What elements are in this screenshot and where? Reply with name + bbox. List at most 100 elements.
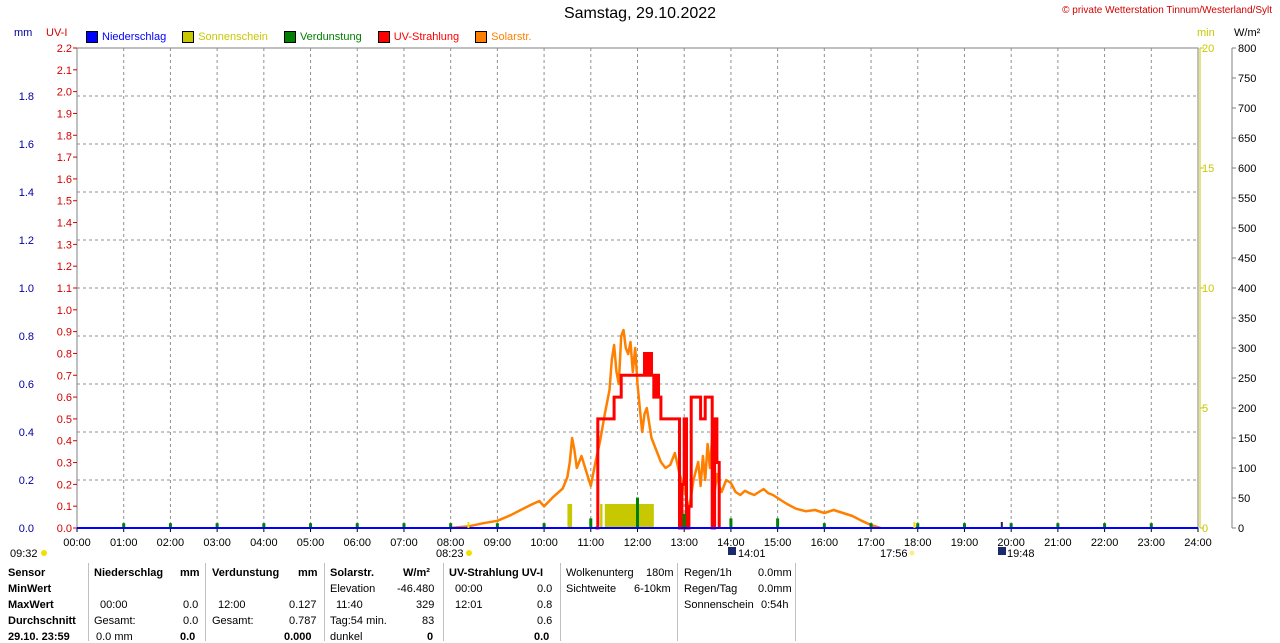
page-title: Samstag, 29.10.2022 <box>563 5 717 22</box>
visibility-label: Sichtweite <box>566 583 617 595</box>
uv-tick-label: 0.3 <box>57 458 72 470</box>
evaporation-bar <box>122 523 126 528</box>
row-label-max: MaxWert <box>8 599 54 611</box>
wm2-tick-label: 800 <box>1238 43 1256 55</box>
legend-label-uv: UV-Strahlung <box>393 31 460 43</box>
verdunstung-max-value: 0.127 <box>289 599 317 611</box>
sunshine-value: 0:54h <box>761 599 789 611</box>
unit-wm2: W/m² <box>1234 27 1261 39</box>
sunset-time: 17:56 <box>880 548 908 560</box>
uv-tick-label: 1.6 <box>57 174 72 186</box>
legend-label-rain: Niederschlag <box>102 31 167 43</box>
uv-tick-label: 0.4 <box>57 436 72 448</box>
uv-max-value: 0.8 <box>537 599 553 611</box>
uv-tick-label: 0.2 <box>57 479 72 491</box>
sunrise-time: 08:23 <box>436 548 464 560</box>
legend-label-evaporation: Verdunstung <box>299 31 362 43</box>
moonset-time: 19:48 <box>1007 548 1035 560</box>
mm-tick-label: 0.4 <box>19 427 34 439</box>
verdunstung-total-value: 0.787 <box>289 615 317 627</box>
uv-tick-label: 2.2 <box>57 43 72 55</box>
wm2-tick-label: 0 <box>1238 523 1244 535</box>
uv-tick-label: 0.1 <box>57 501 72 513</box>
x-tick-label: 21:00 <box>1044 537 1072 549</box>
wm2-tick-label: 500 <box>1238 223 1256 235</box>
uv-tick-label: 0.9 <box>57 327 72 339</box>
rain-1h-label: Regen/1h <box>684 567 732 579</box>
evaporation-bar <box>309 523 313 528</box>
solar-max-time: 11:40 <box>336 599 363 611</box>
sunset-icon <box>909 550 915 556</box>
verdunstung-unit: mm <box>298 567 318 579</box>
rain-1h-value: 0.0mm <box>758 567 792 579</box>
time-marker-left: 09:32 <box>10 548 38 560</box>
niederschlag-unit: mm <box>180 567 200 579</box>
uv-tick-label: 1.7 <box>57 152 72 164</box>
x-tick-label: 11:00 <box>577 537 604 549</box>
uv-series-line <box>595 352 721 530</box>
niederschlag-max-value: 0.0 <box>183 599 199 611</box>
evaporation-bar <box>1056 523 1060 528</box>
x-tick-label: 08:00 <box>437 537 465 549</box>
row-label-current: 29.10. 23:59 <box>8 631 70 643</box>
x-tick-label: 19:00 <box>951 537 979 549</box>
mm-tick-label: 1.4 <box>19 187 34 199</box>
uv-min-value: 0.0 <box>537 583 553 595</box>
sunshine-label: Sonnenschein <box>684 599 754 611</box>
sunshine-bar <box>604 504 654 528</box>
wm2-tick-label: 150 <box>1238 433 1256 445</box>
unit-uv: UV-I <box>46 27 68 39</box>
x-tick-label: 05:00 <box>297 537 325 549</box>
sunshine-bar <box>567 504 573 528</box>
evaporation-bar <box>589 518 593 528</box>
evaporation-bar <box>495 523 499 528</box>
unit-mm: mm <box>14 27 33 39</box>
x-tick-label: 23:00 <box>1138 537 1166 549</box>
mm-tick-label: 1.8 <box>19 91 34 103</box>
evaporation-bar <box>402 523 406 528</box>
unit-min: min <box>1197 27 1215 39</box>
wm2-tick-label: 350 <box>1238 313 1256 325</box>
cloud-base-value: 180m <box>646 567 674 579</box>
uv-header: UV-Strahlung UV-I <box>449 567 544 579</box>
wm2-tick-label: 100 <box>1238 463 1256 475</box>
uv-avg-value: 0.6 <box>537 615 553 627</box>
moonset-icon <box>998 547 1006 555</box>
niederschlag-total-value: 0.0 <box>183 615 199 627</box>
wm2-tick-label: 450 <box>1238 253 1256 265</box>
x-tick-label: 17:00 <box>857 537 885 549</box>
chart-legend: Niederschlag Sonnenschein Verdunstung UV… <box>86 31 548 43</box>
x-tick-label: 10:00 <box>530 537 558 549</box>
x-tick-label: 15:00 <box>764 537 792 549</box>
mm-tick-label: 0.8 <box>19 331 34 343</box>
min-tick-label: 5 <box>1202 403 1208 415</box>
uv-min-time: 00:00 <box>455 583 483 595</box>
niederschlag-header: Niederschlag <box>94 567 164 579</box>
moonrise-icon <box>728 547 736 555</box>
wm2-tick-label: 700 <box>1238 103 1256 115</box>
min-tick-label: 10 <box>1202 283 1214 295</box>
evaporation-bar <box>636 497 639 528</box>
evaporation-bar <box>542 523 546 528</box>
x-tick-label: 18:00 <box>904 537 932 549</box>
evaporation-bar <box>822 523 826 528</box>
x-tick-label: 09:00 <box>484 537 512 549</box>
legend-swatch-rain <box>86 31 98 43</box>
uv-tick-label: 2.1 <box>57 65 72 77</box>
sunrise-icon <box>466 550 472 556</box>
x-tick-label: 24:00 <box>1184 537 1212 549</box>
uv-tick-label: 1.2 <box>57 261 72 273</box>
uv-tick-label: 0.6 <box>57 392 72 404</box>
evaporation-bar <box>729 518 733 528</box>
evaporation-bar <box>869 523 873 528</box>
solar-elevation-label: Elevation <box>330 583 376 595</box>
legend-item-evaporation: Verdunstung <box>283 31 362 43</box>
evaporation-bar <box>1103 523 1107 528</box>
legend-item-rain: Niederschlag <box>86 31 166 43</box>
solar-unit: W/m² <box>403 567 430 579</box>
solar-avg-value: 83 <box>422 615 435 627</box>
x-tick-label: 04:00 <box>250 537 278 549</box>
uv-current-value: 0.0 <box>534 631 550 643</box>
verdunstung-max-time: 12:00 <box>218 599 246 611</box>
chart-canvas: 00:00 01:00 02:00 03:00 04:00 05:00 06:00 07:00… <box>19 43 1256 556</box>
